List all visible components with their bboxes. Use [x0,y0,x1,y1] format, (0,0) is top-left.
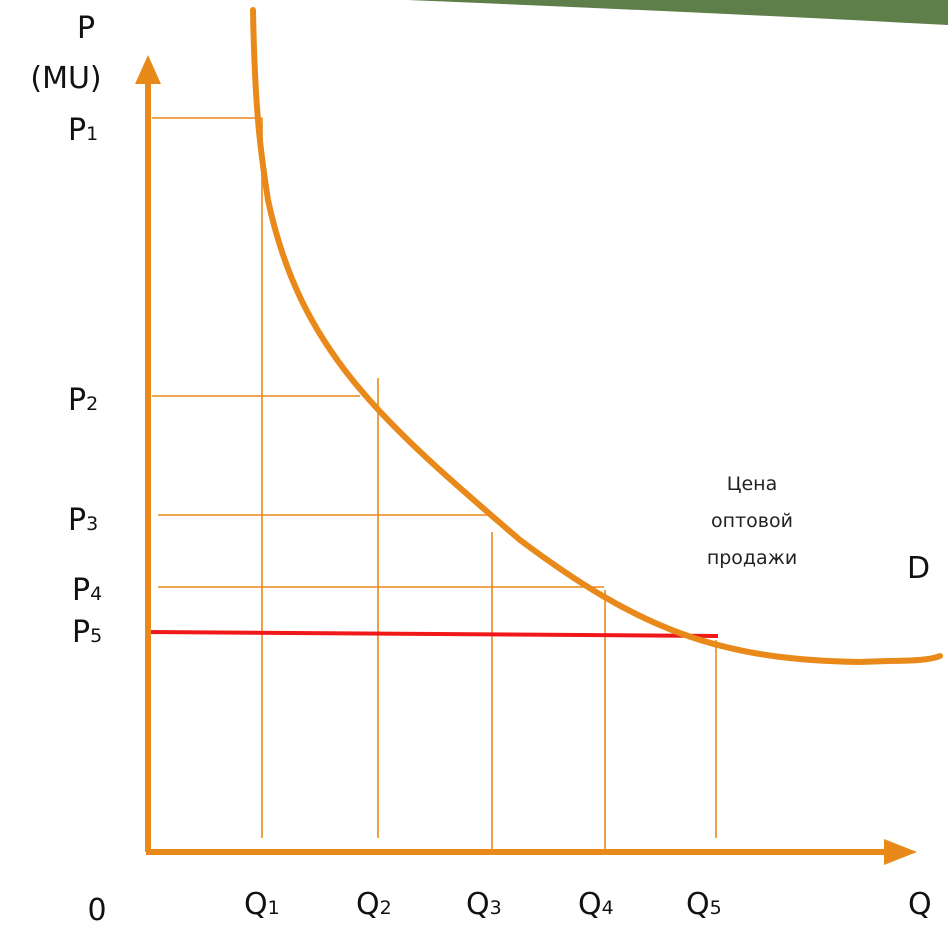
wholesale-price-note: Цена оптовой продажи [707,473,797,569]
x-axis-label: Q [908,887,932,922]
quantity-label-q4: Q4 [578,887,614,922]
note-line-3: продажи [707,547,797,569]
quantity-label-q1: Q1 [244,887,280,922]
price-label-p2: P2 [68,383,98,418]
axes [135,55,917,865]
y-axis-label-mu: (MU) [30,61,101,96]
quantity-label-q2: Q2 [356,887,392,922]
price-label-p1: P1 [68,113,98,148]
price-label-p3: P3 [68,503,98,538]
price-label-p4: P4 [72,573,102,608]
corner-banner [408,0,948,25]
quantity-label-q3: Q3 [466,887,502,922]
x-axis-arrowhead [884,839,917,865]
note-line-1: Цена [727,473,778,495]
price-label-p5: P5 [72,615,102,650]
quantity-label-q5: Q5 [686,887,722,922]
y-axis-label-p: P [77,11,95,46]
demand-curve-label: D [907,551,930,586]
demand-curve [250,7,943,666]
origin-label: 0 [87,893,106,928]
wholesale-price-line [146,630,719,638]
note-line-2: оптовой [711,510,793,532]
y-axis-arrowhead [135,55,161,84]
guide-lines [152,117,717,852]
